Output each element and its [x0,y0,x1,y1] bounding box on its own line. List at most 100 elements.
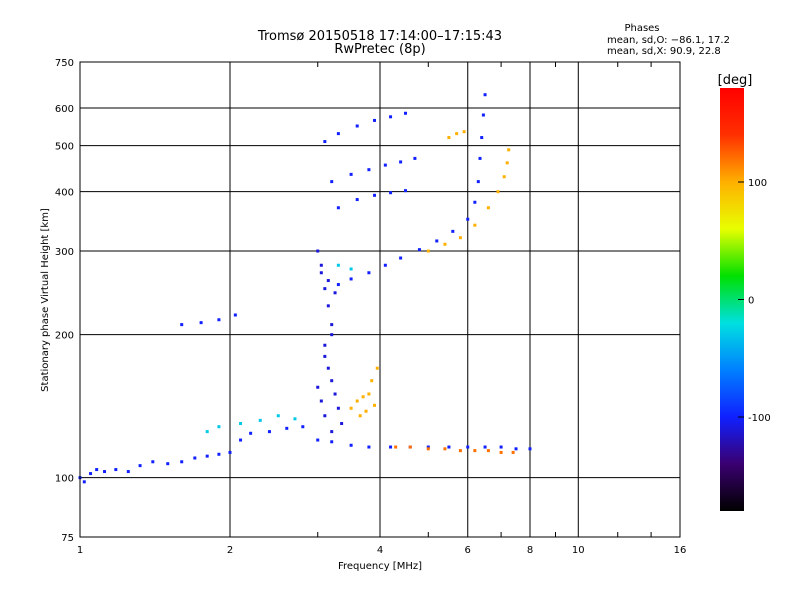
data-point [267,430,271,434]
data-point [205,454,209,458]
x-tick-label: 16 [674,545,687,556]
data-point [138,464,142,468]
colorbar-tick-label: 0 [748,296,754,307]
data-point [413,156,417,160]
data-point [367,168,371,172]
data-point [473,223,477,227]
data-point [336,132,340,136]
plot-frame [79,61,681,538]
x-tick-label: 8 [527,545,533,556]
data-point [478,156,482,160]
data-point [443,242,447,246]
colorbar-label: [deg] [718,73,753,88]
data-point [319,263,323,267]
data-point [319,271,323,275]
phase-info-title: Phases [624,23,659,34]
data-point [389,115,393,119]
data-point [375,366,379,370]
y-tick-label: 600 [55,104,74,115]
data-point [336,406,340,410]
data-point [483,93,487,97]
data-point [233,313,237,317]
data-point [103,470,107,474]
data-point [435,239,439,243]
y-tick-label: 500 [55,142,74,153]
data-point [389,445,393,449]
phase-info-x: mean, sd,X: 90.9, 22.8 [607,46,721,57]
data-point [258,418,262,422]
data-point [367,271,371,275]
data-point [361,395,365,399]
data-point [451,229,455,233]
data-point [473,449,477,453]
data-point [301,425,305,429]
data-point [316,385,320,389]
data-point [389,191,393,195]
data-point [217,318,221,322]
data-point [462,130,466,134]
data-point [507,148,511,152]
data-point [447,445,451,449]
data-point [355,399,359,403]
data-point [228,450,232,454]
data-point [367,445,371,449]
data-point [217,425,221,429]
data-point [417,248,421,252]
data-point [330,333,334,337]
data-point [330,430,334,434]
data-point [323,414,327,418]
data-point [447,136,451,140]
data-point [476,180,480,184]
data-point [480,136,484,140]
data-point [349,172,353,176]
data-point [126,470,130,474]
data-point [95,468,99,472]
data-point [455,132,459,136]
data-point [326,366,330,370]
data-point [89,472,93,476]
data-point [349,406,353,410]
data-point [205,430,209,434]
data-point [239,422,243,426]
data-point [443,447,447,451]
data-point [355,198,359,202]
x-tick-label: 10 [572,545,585,556]
data-point [336,283,340,287]
data-point [505,161,509,165]
data-point [333,392,337,396]
data-point [403,111,407,115]
data-point [383,163,387,167]
x-tick-label: 1 [77,545,83,556]
data-point [316,438,320,442]
data-point [499,450,503,454]
data-point [486,449,490,453]
data-point [367,392,371,396]
colorbar-ticks: 100 0 -100 [738,178,771,424]
data-point [458,236,462,240]
data-point [370,379,374,383]
y-tick-label: 300 [55,247,74,258]
data-point [193,456,197,460]
data-point [426,447,430,451]
x-tick-label: 2 [227,545,233,556]
data-point [330,379,334,383]
data-point [180,323,184,327]
data-point [323,140,327,144]
data-point [426,445,430,449]
y-tick-label: 75 [61,533,74,544]
data-point [340,422,344,426]
data-point [349,443,353,447]
data-point [333,291,337,295]
data-point [399,256,403,260]
data-point [499,445,503,449]
data-point [496,190,500,194]
data-point [466,445,470,449]
data-point [293,417,297,421]
data-point [486,206,490,210]
data-point [358,414,362,418]
data-point [323,343,327,347]
data-point [355,124,359,128]
data-point [502,175,506,179]
chart-subtitle: RwPretec (8p) [334,42,425,57]
